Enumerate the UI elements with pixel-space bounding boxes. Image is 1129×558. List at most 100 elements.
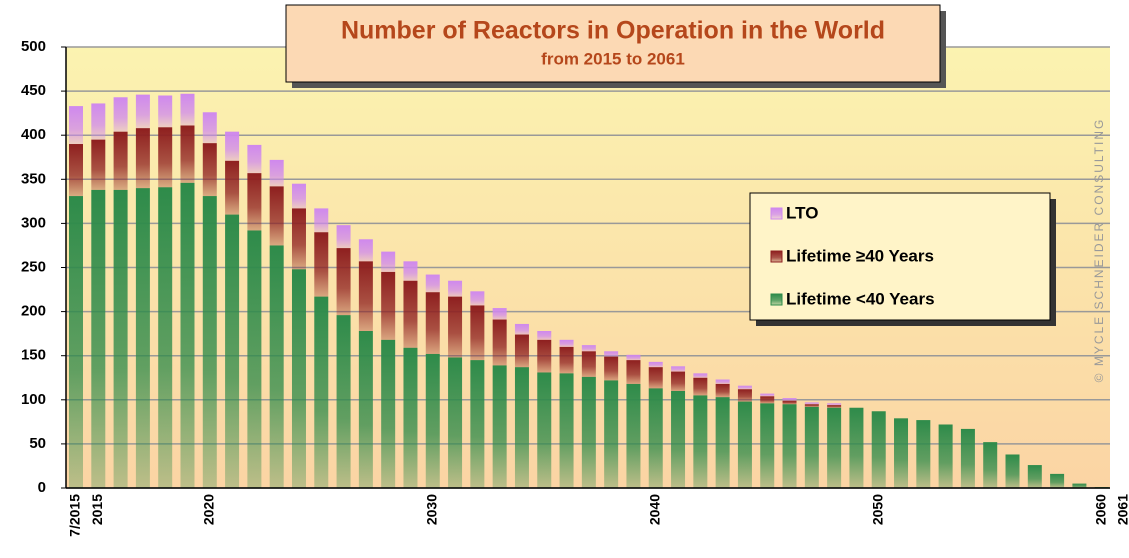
bar-segment	[403, 261, 418, 281]
bar-segment	[648, 388, 663, 488]
bar-segment	[1072, 483, 1087, 488]
bar-segment	[626, 360, 641, 384]
bar-segment	[581, 376, 596, 488]
legend-swatch	[770, 207, 783, 220]
bar-segment	[158, 95, 173, 128]
bar-segment	[470, 291, 485, 306]
legend-swatch	[770, 250, 783, 263]
bar-segment	[381, 339, 396, 488]
bar-segment	[715, 383, 730, 398]
y-tick-label: 400	[21, 126, 46, 143]
bar-segment	[693, 395, 708, 488]
bar-segment	[470, 305, 485, 361]
bar-segment	[91, 103, 106, 140]
x-tick-label: 2060	[1092, 494, 1108, 525]
bar-segment	[827, 403, 842, 406]
bar-segment	[559, 339, 574, 347]
bar-segment	[804, 402, 819, 405]
bar-segment	[448, 296, 463, 358]
bar-segment	[425, 274, 440, 293]
y-tick-label: 300	[21, 214, 46, 231]
bar-segment	[269, 186, 284, 246]
bar-segment	[291, 208, 306, 270]
y-tick-label: 150	[21, 347, 46, 364]
bar-segment	[69, 144, 83, 197]
bar-segment	[760, 396, 775, 404]
watermark: © MYCLE SCHNEIDER CONSULTING	[1092, 118, 1106, 383]
bar-segment	[671, 366, 686, 372]
bar-segment	[269, 245, 284, 488]
legend-swatch	[770, 293, 783, 306]
bar-segment	[871, 411, 886, 488]
bar-segment	[492, 319, 507, 366]
bar-segment	[247, 173, 262, 231]
bar-segment	[113, 131, 128, 190]
bar-segment	[693, 377, 708, 396]
y-tick-label: 250	[21, 258, 46, 275]
bar-segment	[381, 271, 396, 340]
bar-segment	[804, 406, 819, 488]
title-box	[285, 4, 941, 83]
bar-segment	[158, 127, 173, 188]
bar-segment	[604, 351, 619, 357]
bar-segment	[827, 407, 842, 488]
bar-segment	[737, 385, 752, 390]
bar-segment	[626, 383, 641, 488]
bar-segment	[381, 251, 396, 272]
bar-segment	[581, 351, 596, 377]
bar-segment	[113, 189, 128, 488]
legend-label: Lifetime ≥40 Years	[786, 246, 934, 265]
bar-segment	[492, 365, 507, 488]
bar-segment	[135, 94, 150, 129]
bar-segment	[782, 398, 797, 401]
bar-segment	[135, 128, 150, 189]
bar-segment	[314, 208, 329, 233]
x-tick-label: 2040	[646, 494, 662, 525]
bar-segment	[135, 188, 150, 488]
bar-segment	[581, 345, 596, 352]
bar-segment	[693, 373, 708, 378]
bar-segment	[648, 367, 663, 389]
bar-segment	[514, 334, 529, 368]
bar-segment	[1050, 473, 1065, 488]
bar-segment	[202, 143, 217, 197]
bar-segment	[715, 379, 730, 384]
bar-segment	[225, 131, 240, 161]
legend-label: Lifetime <40 Years	[786, 289, 935, 308]
y-tick-label: 0	[38, 479, 46, 496]
y-tick-label: 50	[29, 435, 46, 452]
bar-segment	[269, 159, 284, 187]
x-tick-label: 2061	[1115, 494, 1129, 525]
bar-segment	[291, 183, 306, 209]
bar-segment	[715, 397, 730, 488]
chart-title: Number of Reactors in Operation in the W…	[341, 17, 885, 45]
bar-segment	[403, 347, 418, 488]
legend	[749, 192, 1051, 321]
bar-segment	[960, 428, 975, 488]
bar-segment	[760, 393, 775, 397]
bar-segment	[180, 93, 195, 126]
x-tick-label: 2015	[89, 494, 105, 525]
bar-segment	[849, 407, 864, 488]
bar-segment	[604, 380, 619, 488]
bar-segment	[559, 346, 574, 374]
bar-segment	[158, 187, 173, 488]
bar-segment	[983, 442, 998, 488]
x-tick-label: 2030	[423, 494, 439, 525]
bar-segment	[225, 160, 240, 215]
bar-segment	[804, 404, 819, 407]
bar-segment	[470, 360, 485, 488]
bar-segment	[69, 106, 83, 145]
y-tick-label: 500	[21, 38, 46, 55]
bar-segment	[1027, 465, 1042, 488]
bar-segment	[91, 189, 106, 488]
bar-segment	[425, 292, 440, 354]
bar-segment	[737, 401, 752, 488]
bar-segment	[492, 308, 507, 320]
bar-segment	[894, 418, 909, 488]
y-tick-label: 350	[21, 170, 46, 187]
bar-segment	[537, 339, 552, 373]
bar-segment	[336, 248, 351, 316]
bar-segment	[314, 296, 329, 488]
